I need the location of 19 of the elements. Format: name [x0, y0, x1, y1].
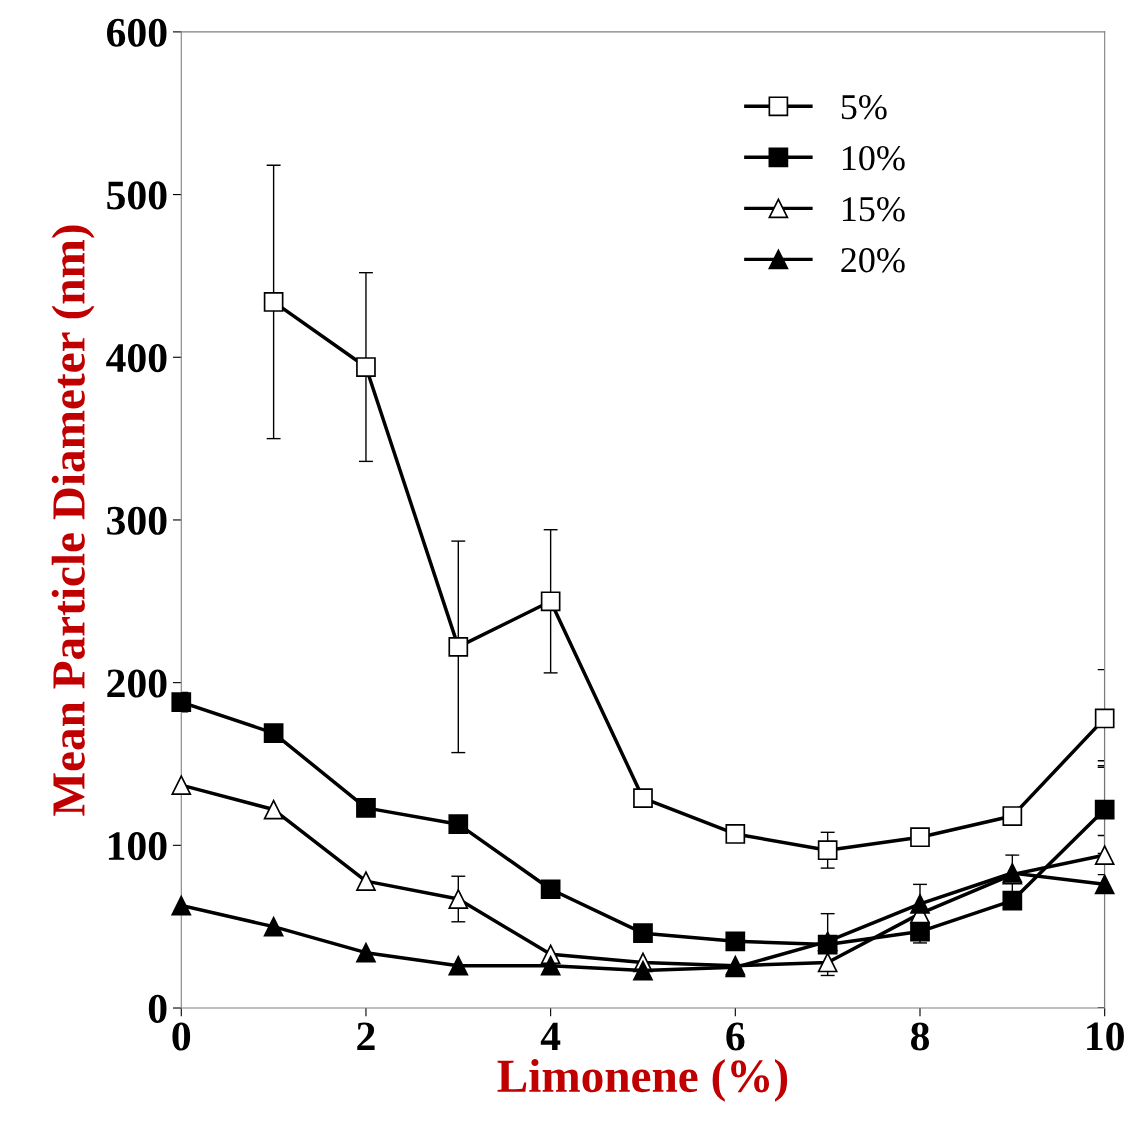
x-axis-title: Limonene (%) — [497, 1059, 788, 1102]
x-tick-label: 10 — [1087, 1022, 1124, 1051]
legend-label: 20% — [841, 248, 905, 273]
y-axis-title: Mean Particle Diameter (nm) — [51, 225, 95, 816]
y-tick-label: 200 — [107, 669, 167, 698]
y-tick-label: 600 — [107, 18, 167, 47]
y-tick-label: 500 — [107, 181, 167, 210]
x-tick-label: 6 — [726, 1022, 745, 1051]
y-tick-label: 0 — [148, 994, 167, 1023]
x-tick-label: 4 — [540, 1022, 561, 1051]
y-tick-label: 300 — [107, 506, 167, 535]
legend-label: 15% — [842, 196, 905, 222]
x-tick-label: 2 — [357, 1022, 375, 1051]
x-tick-label: 0 — [172, 1022, 191, 1051]
legend-label: 5% — [841, 94, 887, 120]
legend-label: 10% — [842, 145, 905, 171]
y-tick-label: 100 — [108, 832, 167, 861]
y-tick-label: 400 — [106, 344, 167, 373]
x-tick-label: 8 — [910, 1022, 930, 1051]
